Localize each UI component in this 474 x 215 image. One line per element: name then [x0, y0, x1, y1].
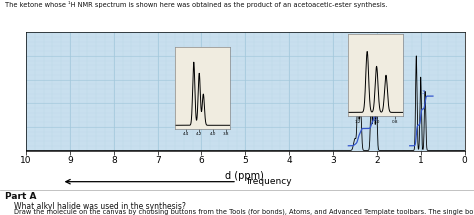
- Text: What alkyl halide was used in the synthesis?: What alkyl halide was used in the synthe…: [14, 202, 186, 211]
- Text: d (ppm): d (ppm): [225, 171, 264, 181]
- Text: Part A: Part A: [5, 192, 36, 201]
- Text: The ketone whose ¹H NMR spectrum is shown here was obtained as the product of an: The ketone whose ¹H NMR spectrum is show…: [5, 1, 387, 8]
- Text: Draw the molecule on the canvas by choosing buttons from the Tools (for bonds), : Draw the molecule on the canvas by choos…: [14, 209, 474, 215]
- Text: 3: 3: [421, 90, 425, 95]
- Text: 3: 3: [366, 101, 369, 107]
- Text: 2: 2: [374, 117, 377, 122]
- Text: frequency: frequency: [246, 177, 292, 186]
